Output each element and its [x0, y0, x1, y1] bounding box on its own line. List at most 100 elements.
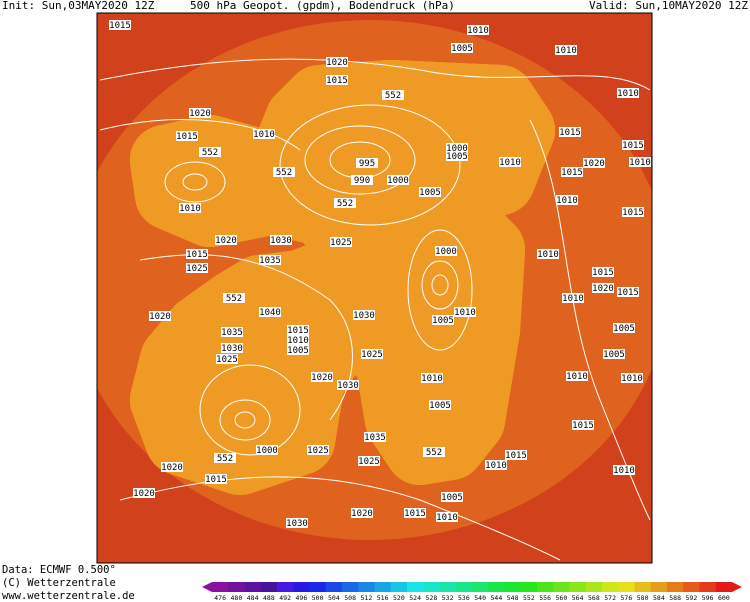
colorbar-tick-label: 596 [702, 594, 714, 602]
isobar-label: 1010 [454, 308, 476, 318]
isobar-label-box [215, 235, 237, 245]
colorbar-cell [325, 582, 343, 592]
isobar-label-box [356, 158, 378, 168]
colorbar-tick-label: 556 [539, 594, 551, 602]
isobar-label: 1010 [537, 250, 559, 260]
isobar-label-box [149, 311, 171, 321]
isobar-label-box [622, 207, 644, 217]
isobar-label-box [629, 157, 651, 167]
isobar-label: 1010 [253, 130, 275, 140]
isobar-label-box [334, 198, 356, 208]
isobar-label: 1040 [259, 308, 281, 318]
colorbar-tick-label: 536 [458, 594, 470, 602]
colorbar-cell [423, 582, 440, 592]
isobar-label-box [270, 235, 292, 245]
colorbar-tick-label: 548 [507, 594, 519, 602]
isobar-label-box [592, 267, 614, 277]
colorbar-cell [520, 582, 538, 592]
isobar-label: 1015 [622, 141, 644, 151]
colorbar-tick-label: 512 [361, 594, 373, 602]
colorbar-cell [455, 582, 473, 592]
isobar-label-box [421, 373, 443, 383]
colorbar-tick-label: 520 [393, 594, 405, 602]
colorbar-arrow [202, 582, 212, 592]
isobar-label-box [353, 310, 375, 320]
isobar-label: 1005 [287, 346, 309, 356]
colorbar-cell [358, 582, 375, 592]
isobar-label-box [109, 20, 131, 30]
colorbar-tick-label: 576 [621, 594, 633, 602]
colorbar-cell [602, 582, 619, 592]
colorbar-tick-label: 580 [637, 594, 649, 602]
isobar-label: 1025 [307, 446, 329, 456]
isobar-label-box [287, 335, 309, 345]
isobar-label-box [419, 187, 441, 197]
isobar-label-box [358, 456, 380, 466]
isobar-label: 1015 [592, 268, 614, 278]
map-frame [96, 12, 653, 564]
isobar-label: 1010 [287, 336, 309, 346]
isobar-label: 1020 [189, 109, 211, 119]
isobar-label: 1005 [451, 44, 473, 54]
isobar-label: 1005 [432, 316, 454, 326]
isobar-label: 1010 [485, 461, 507, 471]
isobar-label: 1025 [186, 264, 208, 274]
isobar-label-box [446, 143, 468, 153]
isobar-label: 1020 [133, 489, 155, 499]
colorbar-tick-label: 492 [279, 594, 291, 602]
isobar-label: 1020 [311, 373, 333, 383]
isobar-label-box [176, 131, 198, 141]
isobar-label-box [441, 492, 463, 502]
isobar-label-box [436, 512, 458, 522]
valid-time: Valid: Sun,10MAY2020 12Z [589, 0, 748, 12]
colorbar-tick-label: 572 [604, 594, 616, 602]
colorbar-cell [277, 582, 294, 592]
isobar-label-box [446, 151, 468, 161]
colorbar-cell [244, 582, 262, 592]
colorbar-cell [390, 582, 408, 592]
isobar-label-box [133, 488, 155, 498]
colorbar-cell [715, 582, 733, 592]
colorbar-tick-label: 504 [328, 594, 340, 602]
isobar-label-box [617, 287, 639, 297]
isobar-label: 1030 [221, 344, 243, 354]
isobar-label: 1025 [358, 457, 380, 467]
isobar-label: 1015 [561, 168, 583, 178]
isobar-label: 1020 [149, 312, 171, 322]
colorbar-tick-label: 540 [474, 594, 486, 602]
colorbar-tick-label: 488 [263, 594, 275, 602]
isobar-label-box [613, 465, 635, 475]
isobar-label-box [186, 263, 208, 273]
isobar-label-box [199, 147, 221, 157]
colorbar-cell [407, 582, 424, 592]
isobar-label: 1010 [566, 372, 588, 382]
isobar-label-box [223, 293, 245, 303]
isobar-label-box [562, 293, 584, 303]
isobar-label-box [572, 420, 594, 430]
isobar-label-box [361, 349, 383, 359]
isobar-label: 1005 [429, 401, 451, 411]
isobar-label-box [337, 380, 359, 390]
colorbar-cell [488, 582, 505, 592]
colorbar-tick-label: 592 [686, 594, 698, 602]
isobar-label: 1025 [216, 355, 238, 365]
colorbar-arrow [732, 582, 742, 592]
isobar-label-box [259, 307, 281, 317]
isobar-label: 1000 [446, 144, 468, 154]
isobar-label: 1005 [419, 188, 441, 198]
isobar-label: 1030 [337, 381, 359, 391]
isobar-label: 1010 [621, 374, 643, 384]
isobar-label-box [617, 88, 639, 98]
isobar-label-box [259, 255, 281, 265]
copyright: (C) Wetterzentrale [2, 577, 116, 589]
isobar-label: 552 [276, 168, 292, 178]
isobar-label: 552 [226, 294, 242, 304]
isobar-label-box [432, 315, 454, 325]
isobar-label: 1015 [622, 208, 644, 218]
isobar-label: 1035 [364, 433, 386, 443]
isobar-label-box [179, 203, 201, 213]
isobar-label: 990 [354, 176, 370, 186]
isobar-label: 1030 [270, 236, 292, 246]
isobar-label-box [622, 140, 644, 150]
